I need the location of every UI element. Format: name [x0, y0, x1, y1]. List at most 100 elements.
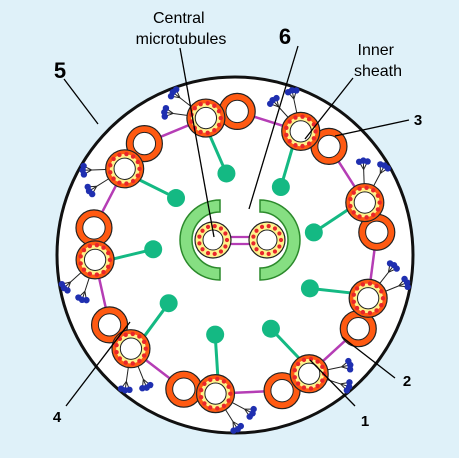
protofilament-dot — [267, 252, 271, 256]
central-microtubules-line-2: microtubules — [136, 31, 227, 48]
protofilament-dot — [371, 213, 375, 217]
protofilament-dot — [200, 247, 204, 251]
dynein-head — [385, 165, 391, 171]
protofilament-dot — [376, 207, 380, 211]
protofilament-dot — [254, 247, 258, 251]
protofilament-dot — [205, 101, 209, 105]
protofilament-dot — [273, 249, 277, 253]
protofilament-dot — [277, 231, 281, 235]
protofilament-dot — [137, 167, 141, 171]
protofilament-dot — [206, 251, 210, 255]
protofilament-dot — [131, 154, 135, 158]
protofilament-dot — [95, 243, 99, 247]
spoke-head — [144, 240, 162, 258]
spoke-head — [305, 223, 323, 241]
protofilament-dot — [131, 332, 135, 336]
protofilament-dot — [213, 224, 217, 228]
protofilament-dot — [124, 152, 128, 156]
protofilament-dot — [144, 346, 148, 350]
protofilament-dot — [315, 384, 319, 388]
protofilament-dot — [95, 272, 99, 276]
protofilament-dot — [309, 386, 313, 390]
protofilament-dot — [137, 334, 141, 338]
protofilament-dot — [260, 225, 264, 229]
protofilament-dot — [368, 311, 372, 315]
protofilament-dot — [198, 102, 202, 106]
protofilament-dot — [124, 181, 128, 185]
label-1: 1 — [361, 413, 369, 430]
protofilament-dot — [293, 375, 297, 379]
spoke-head — [272, 178, 290, 196]
protofilament-dot — [226, 398, 230, 402]
protofilament-dot — [193, 106, 197, 110]
protofilament-dot — [352, 210, 356, 214]
protofilament-dot — [108, 258, 112, 262]
protofilament-dot — [355, 286, 359, 290]
dynein-head — [139, 385, 145, 391]
b-tubule — [219, 93, 255, 129]
protofilament-dot — [219, 116, 223, 120]
spoke-head — [206, 326, 224, 344]
protofilament-dot — [267, 224, 271, 228]
protofilament-dot — [364, 186, 368, 190]
dynein-head — [59, 281, 65, 287]
protofilament-dot — [300, 144, 304, 148]
protofilament-dot — [206, 225, 210, 229]
protofilament-dot — [251, 241, 255, 245]
protofilament-dot — [136, 160, 140, 164]
protofilament-dot — [217, 123, 221, 127]
protofilament-dot — [101, 245, 105, 249]
protofilament-dot — [82, 248, 86, 252]
label-2: 2 — [403, 373, 411, 390]
protofilament-dot — [215, 377, 219, 381]
protofilament-dot — [111, 176, 115, 180]
dynein-head — [273, 95, 279, 101]
protofilament-dot — [348, 197, 352, 201]
dynein-head — [393, 265, 399, 271]
protofilament-dot — [352, 293, 356, 297]
central-microtubule — [195, 222, 231, 258]
protofilament-dot — [293, 368, 297, 372]
protofilament-dot — [199, 395, 203, 399]
protofilament-dot — [357, 186, 361, 190]
protofilament-dot — [307, 141, 311, 145]
protofilament-dot — [136, 173, 140, 177]
protofilament-dot — [361, 282, 365, 286]
protofilament-dot — [208, 378, 212, 382]
protofilament-dot — [222, 379, 226, 383]
protofilament-dot — [296, 362, 300, 366]
protofilament-dot — [228, 391, 232, 395]
protofilament-dot — [312, 136, 316, 140]
protofilament-dot — [377, 200, 381, 204]
protofilament-dot — [117, 153, 121, 157]
protofilament-dot — [254, 229, 258, 233]
protofilament-dot — [251, 235, 255, 239]
protofilament-dot — [368, 281, 372, 285]
a-tubule — [282, 112, 320, 150]
protofilament-dot — [293, 143, 297, 147]
spoke-head — [217, 164, 235, 182]
dynein-head — [246, 413, 252, 419]
protofilament-dot — [202, 382, 206, 386]
inner-sheath-line-1: Inner — [358, 42, 395, 59]
protofilament-dot — [219, 249, 223, 253]
protofilament-dot — [108, 170, 112, 174]
protofilament-dot — [357, 214, 361, 218]
protofilament-dot — [226, 385, 230, 389]
protofilament-dot — [142, 353, 146, 357]
central-microtubules-label: Central microtubules — [136, 10, 227, 48]
protofilament-dot — [137, 359, 141, 363]
dynein-head — [293, 87, 299, 93]
central-microtubule — [249, 222, 285, 258]
protofilament-dot — [284, 133, 288, 137]
protofilament-dot — [302, 385, 306, 389]
protofilament-dot — [379, 289, 383, 293]
protofilament-dot — [198, 130, 202, 134]
protofilament-dot — [78, 254, 82, 258]
protofilament-dot — [101, 270, 105, 274]
a-tubule — [106, 150, 144, 188]
protofilament-dot — [88, 272, 92, 276]
protofilament-dot — [315, 359, 319, 363]
spoke-head — [262, 320, 280, 338]
protofilament-dot — [78, 261, 82, 265]
